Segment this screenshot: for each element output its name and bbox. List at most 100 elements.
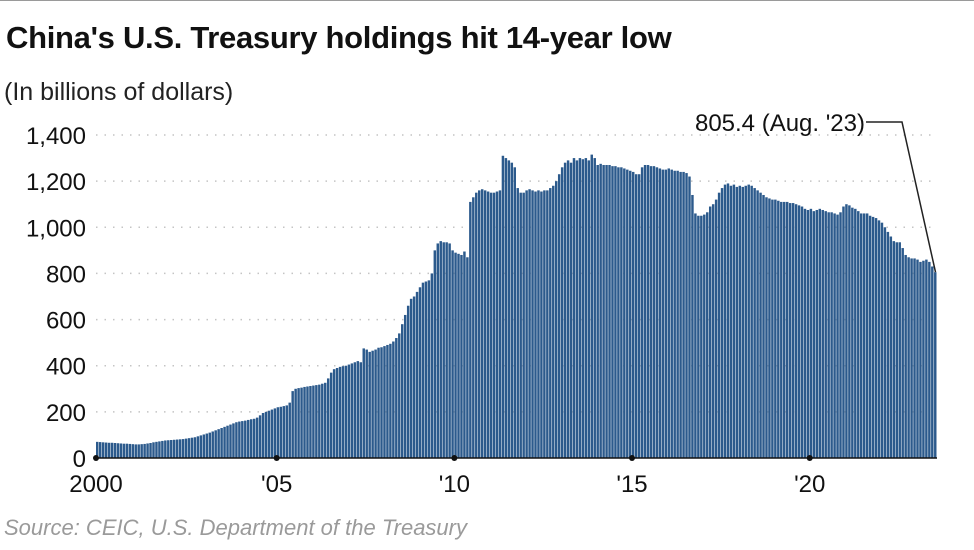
annotation: 805.4 (Aug. '23): [695, 110, 937, 273]
bar: [889, 236, 893, 458]
bar: [759, 192, 762, 458]
bar: [685, 173, 688, 458]
bar: [620, 167, 623, 459]
bar: [575, 160, 579, 458]
bar: [241, 421, 244, 458]
bar: [187, 438, 191, 458]
bar: [451, 250, 454, 458]
bar: [276, 407, 280, 458]
bar: [587, 160, 591, 458]
bar: [424, 281, 428, 458]
bar: [155, 441, 158, 458]
bar: [143, 443, 146, 458]
bar: [480, 189, 484, 459]
bar: [205, 433, 209, 458]
bar: [774, 199, 777, 458]
bar: [815, 209, 819, 458]
bar: [676, 170, 679, 458]
bar: [552, 185, 555, 458]
bar: [229, 424, 232, 458]
bar: [788, 203, 792, 458]
x-tick-mark: [451, 455, 458, 461]
bar: [478, 190, 481, 458]
bar: [306, 386, 309, 458]
bar: [643, 164, 647, 458]
x-axis: 2000 '05 '10 '15 '20: [69, 455, 937, 498]
bar: [700, 215, 703, 458]
bar: [217, 429, 220, 458]
bar: [860, 213, 863, 458]
bar: [98, 442, 102, 458]
bar: [865, 213, 869, 458]
bar: [572, 158, 576, 459]
bar: [557, 174, 561, 458]
bar: [252, 418, 256, 458]
bar: [377, 347, 380, 458]
bar: [836, 214, 839, 458]
bar: [492, 192, 496, 458]
bar: [412, 296, 416, 458]
bar: [931, 266, 934, 458]
bar: [735, 186, 739, 459]
bar: [934, 272, 937, 458]
bar: [329, 372, 333, 458]
bar: [128, 443, 132, 458]
x-tick-label: '10: [439, 471, 470, 498]
bar: [184, 438, 188, 458]
bar: [652, 166, 656, 458]
bar: [386, 344, 389, 458]
bar: [324, 382, 327, 458]
bar: [871, 216, 875, 458]
bar: [161, 440, 164, 458]
chart-title: China's U.S. Treasury holdings hit 14-ye…: [6, 20, 672, 55]
bar: [510, 162, 514, 458]
bar: [264, 411, 268, 458]
x-tick-label: 2000: [69, 471, 122, 498]
bar: [726, 183, 730, 458]
bar: [463, 251, 466, 458]
bar: [244, 420, 247, 458]
top-border: [0, 0, 974, 1]
bar: [614, 166, 617, 458]
bar: [134, 444, 137, 458]
bar: [537, 190, 540, 458]
x-tick-label: '15: [616, 471, 647, 498]
bar: [611, 166, 614, 458]
bar: [321, 383, 324, 458]
bar: [190, 437, 194, 458]
bar: [303, 386, 306, 458]
bar: [540, 191, 543, 458]
y-tick-label: 800: [46, 261, 86, 288]
bar: [125, 443, 129, 458]
bar: [617, 167, 620, 459]
bar: [223, 426, 226, 458]
bar: [430, 273, 434, 458]
bar: [466, 257, 469, 458]
bar: [291, 391, 294, 458]
bar: [738, 185, 742, 458]
bar: [332, 369, 336, 458]
bar: [605, 164, 608, 458]
bar: [797, 205, 801, 458]
bar: [380, 347, 383, 458]
bar: [415, 291, 419, 458]
bar: [697, 215, 700, 458]
bar: [448, 243, 451, 458]
bar: [365, 349, 368, 458]
bar: [744, 185, 747, 458]
bar: [783, 201, 786, 458]
bar: [711, 204, 715, 458]
bar: [341, 366, 345, 458]
bar: [356, 361, 360, 458]
chart-subtitle: (In billions of dollars): [4, 78, 234, 106]
bar: [907, 257, 910, 458]
bar: [489, 192, 493, 458]
bar: [445, 242, 448, 458]
bar: [543, 190, 546, 458]
bar: [747, 184, 750, 458]
bar: [584, 158, 588, 459]
bar: [549, 188, 552, 459]
bar: [525, 190, 528, 458]
bar: [691, 194, 694, 458]
